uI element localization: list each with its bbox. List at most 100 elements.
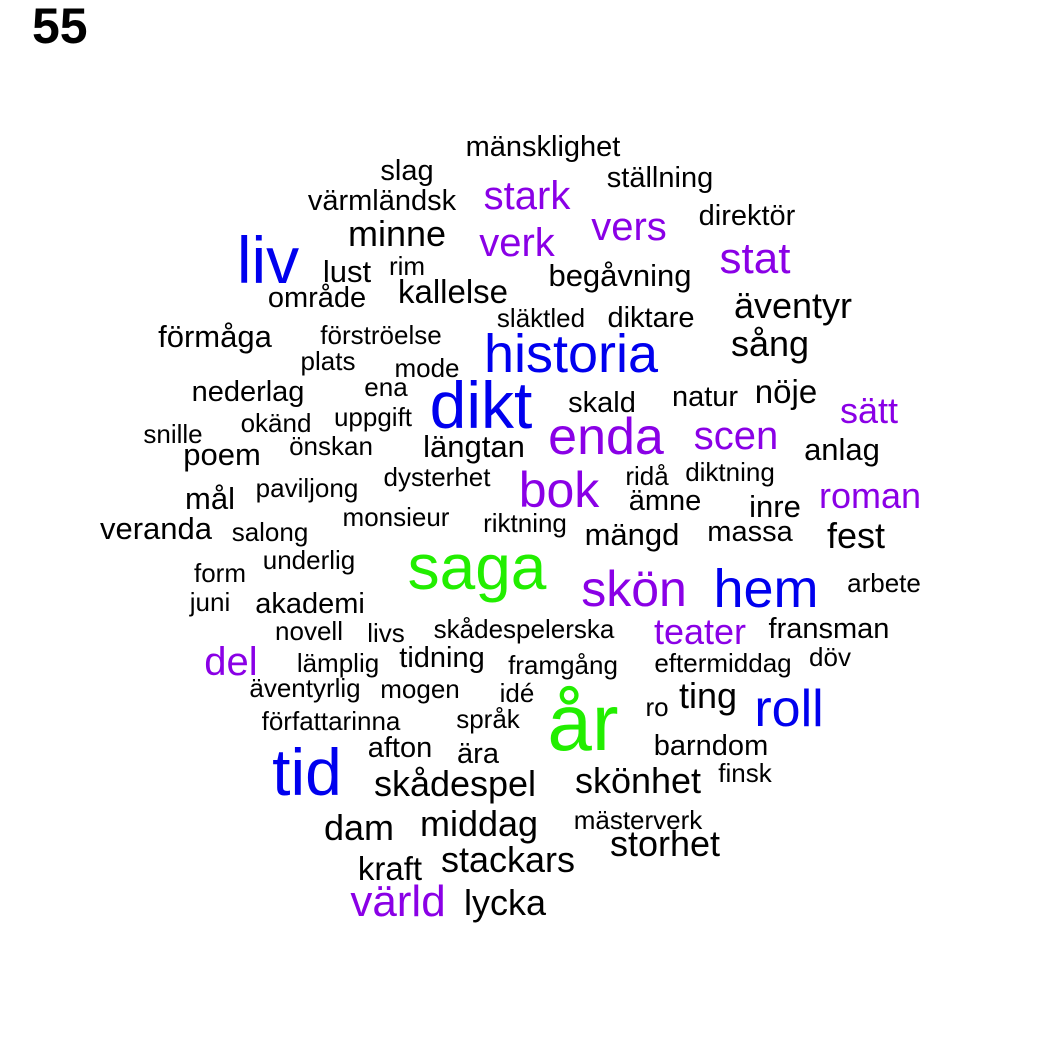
word: mänsklighet	[465, 131, 621, 164]
word: tidning	[399, 642, 485, 675]
word: roll	[754, 680, 824, 739]
word: juni	[189, 586, 231, 617]
word: släktled	[496, 302, 586, 333]
word: äventyr	[733, 285, 853, 327]
word: anlag	[804, 432, 880, 468]
word: del	[204, 639, 258, 684]
word: idé	[499, 677, 535, 708]
word: roman	[818, 475, 922, 517]
word: enda	[548, 408, 664, 467]
word: språk	[456, 703, 520, 734]
word: bok	[518, 462, 600, 518]
word: novell	[275, 615, 343, 646]
word: dysterhet	[383, 461, 491, 492]
word: afton	[367, 732, 433, 765]
word: nöje	[754, 372, 818, 410]
word: värld	[350, 877, 446, 927]
word: monsieur	[342, 501, 450, 532]
word: ting	[678, 675, 738, 717]
word: önskan	[289, 430, 373, 461]
word: verk	[479, 220, 555, 265]
word: finsk	[718, 757, 772, 788]
word: ro	[645, 691, 669, 722]
word: lycka	[463, 882, 547, 924]
word: snille	[143, 418, 203, 449]
word: år	[547, 678, 619, 768]
word: lämplig	[296, 647, 380, 678]
word: ära	[457, 738, 499, 771]
word: stark	[483, 173, 571, 218]
word: uppgift	[333, 401, 413, 432]
word: sång	[730, 323, 810, 365]
word: fest	[826, 515, 886, 557]
word: inre	[749, 489, 801, 525]
word: natur	[671, 381, 739, 414]
word: dikt	[429, 368, 533, 443]
word: ridå	[625, 460, 669, 491]
word: nederlag	[191, 376, 305, 409]
word: diktning	[685, 456, 775, 487]
word: slag	[380, 155, 434, 188]
word: barndom	[653, 730, 769, 763]
page-number: 55	[32, 0, 88, 54]
word: dam	[323, 807, 395, 849]
word: arbete	[847, 567, 921, 598]
word: kraft	[357, 849, 423, 887]
word: längtan	[423, 429, 525, 465]
word: middag	[419, 803, 539, 845]
word: teater	[653, 611, 747, 653]
word: plats	[300, 345, 356, 376]
word: fransman	[768, 613, 890, 646]
word: författarinna	[261, 705, 401, 736]
word: mästerverk	[573, 804, 703, 835]
word: skådespelerska	[433, 613, 615, 644]
word: storhet	[609, 823, 721, 865]
word: poem	[183, 437, 261, 473]
word: okänd	[240, 407, 312, 438]
word: framgång	[508, 649, 618, 680]
word: salong	[231, 516, 309, 547]
word: ställning	[606, 162, 714, 195]
word: stat	[719, 234, 791, 284]
word: förmåga	[158, 319, 272, 355]
word: mängd	[584, 517, 680, 553]
word: lust	[322, 254, 372, 290]
word: mogen	[380, 673, 460, 704]
word: område	[267, 282, 367, 315]
word: skön	[581, 561, 687, 617]
word: ämne	[628, 485, 702, 518]
word: hem	[713, 558, 819, 619]
word: värmländsk	[307, 185, 457, 218]
word: akademi	[255, 588, 365, 621]
word: mål	[185, 481, 235, 517]
word: ena	[364, 371, 408, 402]
word: skådespel	[373, 763, 537, 805]
word: tid	[272, 735, 342, 810]
word: form	[194, 557, 246, 588]
word: massa	[707, 516, 793, 549]
word: diktare	[607, 302, 695, 335]
word: stackars	[440, 839, 576, 881]
word: skönhet	[574, 760, 702, 802]
word: historia	[483, 323, 659, 384]
word: veranda	[99, 511, 213, 547]
word: underlig	[262, 544, 356, 575]
word: eftermiddag	[654, 647, 792, 678]
word: direktör	[698, 200, 796, 233]
word: mode	[394, 352, 460, 383]
word: liv	[236, 223, 300, 298]
word: begåvning	[548, 258, 692, 294]
word: vers	[591, 204, 667, 249]
word: äventyrlig	[249, 672, 361, 703]
word: saga	[407, 530, 547, 603]
word: paviljong	[255, 472, 359, 503]
word: skald	[568, 387, 636, 420]
word: scen	[693, 413, 779, 458]
word: förströelse	[320, 319, 442, 350]
word: sätt	[839, 390, 899, 432]
word: livs	[367, 617, 405, 648]
word: kallelse	[397, 272, 509, 310]
word: riktning	[483, 507, 567, 538]
word: rim	[388, 250, 426, 281]
